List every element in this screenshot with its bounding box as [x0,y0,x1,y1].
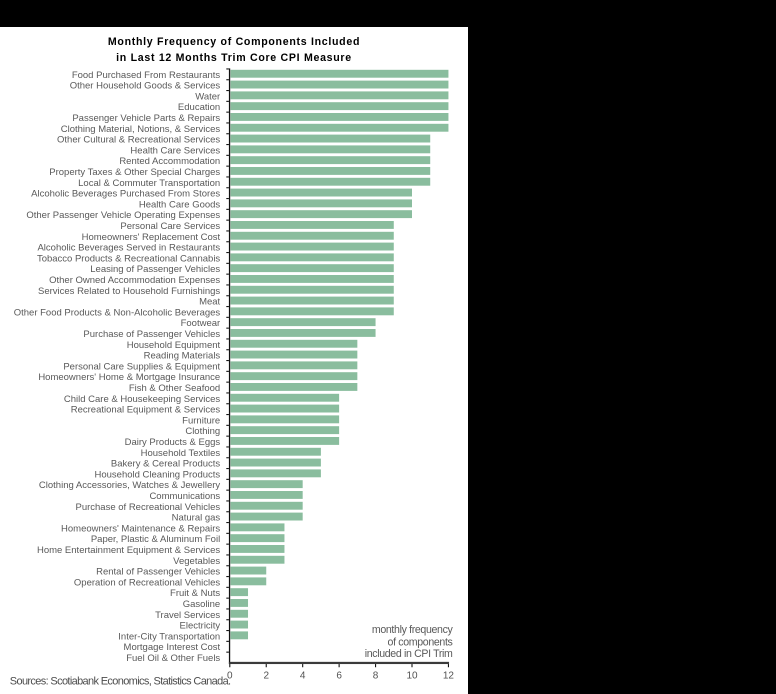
svg-text:Furniture: Furniture [182,415,220,426]
svg-text:2: 2 [263,671,269,682]
svg-text:Recreational Equipment & Servi: Recreational Equipment & Services [71,405,221,416]
svg-text:Electricity: Electricity [180,621,221,632]
svg-text:Personal Care Supplies & Equip: Personal Care Supplies & Equipment [63,361,220,372]
svg-text:Rental of Passenger Vehicles: Rental of Passenger Vehicles [96,567,220,578]
svg-text:Food Purchased From Restaurant: Food Purchased From Restaurants [72,70,221,81]
svg-text:Clothing Accessories, Watches: Clothing Accessories, Watches & Jeweller… [39,480,221,491]
svg-text:Rented Accommodation: Rented Accommodation [119,156,220,167]
svg-text:in Last 12 Months Trim Core CP: in Last 12 Months Trim Core CPI Measure [116,52,352,64]
svg-text:Fuel Oil & Other Fuels: Fuel Oil & Other Fuels [126,653,220,664]
svg-text:Mortgage Interest Cost: Mortgage Interest Cost [124,642,221,653]
svg-text:Purchase of Passenger Vehicles: Purchase of Passenger Vehicles [83,329,220,340]
svg-text:10: 10 [406,671,418,682]
svg-text:Passenger Vehicle Parts & Repa: Passenger Vehicle Parts & Repairs [72,113,220,124]
svg-text:Bakery & Cereal Products: Bakery & Cereal Products [111,459,221,470]
svg-text:Footwear: Footwear [181,318,221,329]
svg-text:4: 4 [300,671,306,682]
svg-text:Clothing: Clothing [185,426,220,437]
svg-text:included in CPI Trim: included in CPI Trim [365,648,453,660]
svg-text:Homeowners' Replacement Cost: Homeowners' Replacement Cost [82,232,221,243]
svg-text:Sources: Scotiabank Economics,: Sources: Scotiabank Economics, Statistic… [10,675,231,687]
svg-text:Reading Materials: Reading Materials [144,351,221,362]
svg-text:Meat: Meat [199,297,220,308]
svg-text:Health Care Services: Health Care Services [130,145,220,156]
svg-text:8: 8 [373,671,379,682]
svg-text:Household Cleaning Products: Household Cleaning Products [94,469,220,480]
svg-text:12: 12 [443,671,455,682]
svg-text:Gasoline: Gasoline [183,599,221,610]
svg-text:Other Passenger Vehicle Operat: Other Passenger Vehicle Operating Expens… [26,210,220,221]
svg-text:Purchase of Recreational Vehic: Purchase of Recreational Vehicles [75,502,220,513]
svg-text:Communications: Communications [149,491,220,502]
svg-text:0: 0 [227,671,233,682]
svg-text:Property Taxes & Other Special: Property Taxes & Other Special Charges [49,167,220,178]
svg-text:Paper, Plastic & Aluminum Foil: Paper, Plastic & Aluminum Foil [91,534,220,545]
svg-text:Education: Education [178,102,220,113]
svg-text:Other Food Products & Non-Alco: Other Food Products & Non-Alcoholic Beve… [14,307,221,318]
svg-text:Other Owned Accommodation Expe: Other Owned Accommodation Expenses [49,275,220,286]
svg-text:Clothing Material, Notions, &: Clothing Material, Notions, & Services [61,124,221,135]
svg-text:Homeowners' Home & Mortgage In: Homeowners' Home & Mortgage Insurance [38,372,220,383]
svg-text:Household Textiles: Household Textiles [141,448,221,459]
svg-text:Personal Care Services: Personal Care Services [120,221,220,232]
svg-text:Health Care Goods: Health Care Goods [139,199,221,210]
svg-text:Travel Services: Travel Services [155,610,220,621]
svg-text:Operation of Recreational Vehi: Operation of Recreational Vehicles [74,577,221,588]
svg-text:Home Entertainment Equipment &: Home Entertainment Equipment & Services [37,545,220,556]
svg-text:Leasing of Passenger Vehicles: Leasing of Passenger Vehicles [90,264,220,275]
svg-text:Natural gas: Natural gas [172,513,221,524]
svg-text:Alcoholic Beverages Served in: Alcoholic Beverages Served in Restaurant… [37,243,220,254]
svg-text:Dairy Products & Eggs: Dairy Products & Eggs [125,437,221,448]
svg-text:monthly frequency: monthly frequency [372,624,454,636]
svg-text:Vegetables: Vegetables [173,556,220,567]
svg-text:Child Care & Housekeeping Serv: Child Care & Housekeeping Services [64,394,221,405]
svg-text:Tobacco Products & Recreationa: Tobacco Products & Recreational Cannabis [37,253,220,264]
svg-text:Fruit & Nuts: Fruit & Nuts [170,588,220,599]
svg-text:Services Related to Household: Services Related to Household Furnishing… [38,286,220,297]
svg-text:Household Equipment: Household Equipment [127,340,221,351]
svg-text:Monthly Frequency of Component: Monthly Frequency of Components Included [108,36,360,48]
svg-text:Inter-City Transportation: Inter-City Transportation [118,631,220,642]
svg-text:6: 6 [336,671,342,682]
svg-text:Water: Water [195,91,220,102]
svg-text:Local & Commuter Transportatio: Local & Commuter Transportation [78,178,220,189]
svg-text:of components: of components [388,636,453,648]
svg-text:Alcoholic Beverages Purchased: Alcoholic Beverages Purchased From Store… [31,189,220,200]
svg-text:Other Cultural & Recreational: Other Cultural & Recreational Services [57,135,220,146]
svg-text:Other Household Goods & Servic: Other Household Goods & Services [70,81,221,92]
svg-text:Fish & Other Seafood: Fish & Other Seafood [129,383,220,394]
svg-text:Homeowners' Maintenance & Repa: Homeowners' Maintenance & Repairs [61,523,220,534]
